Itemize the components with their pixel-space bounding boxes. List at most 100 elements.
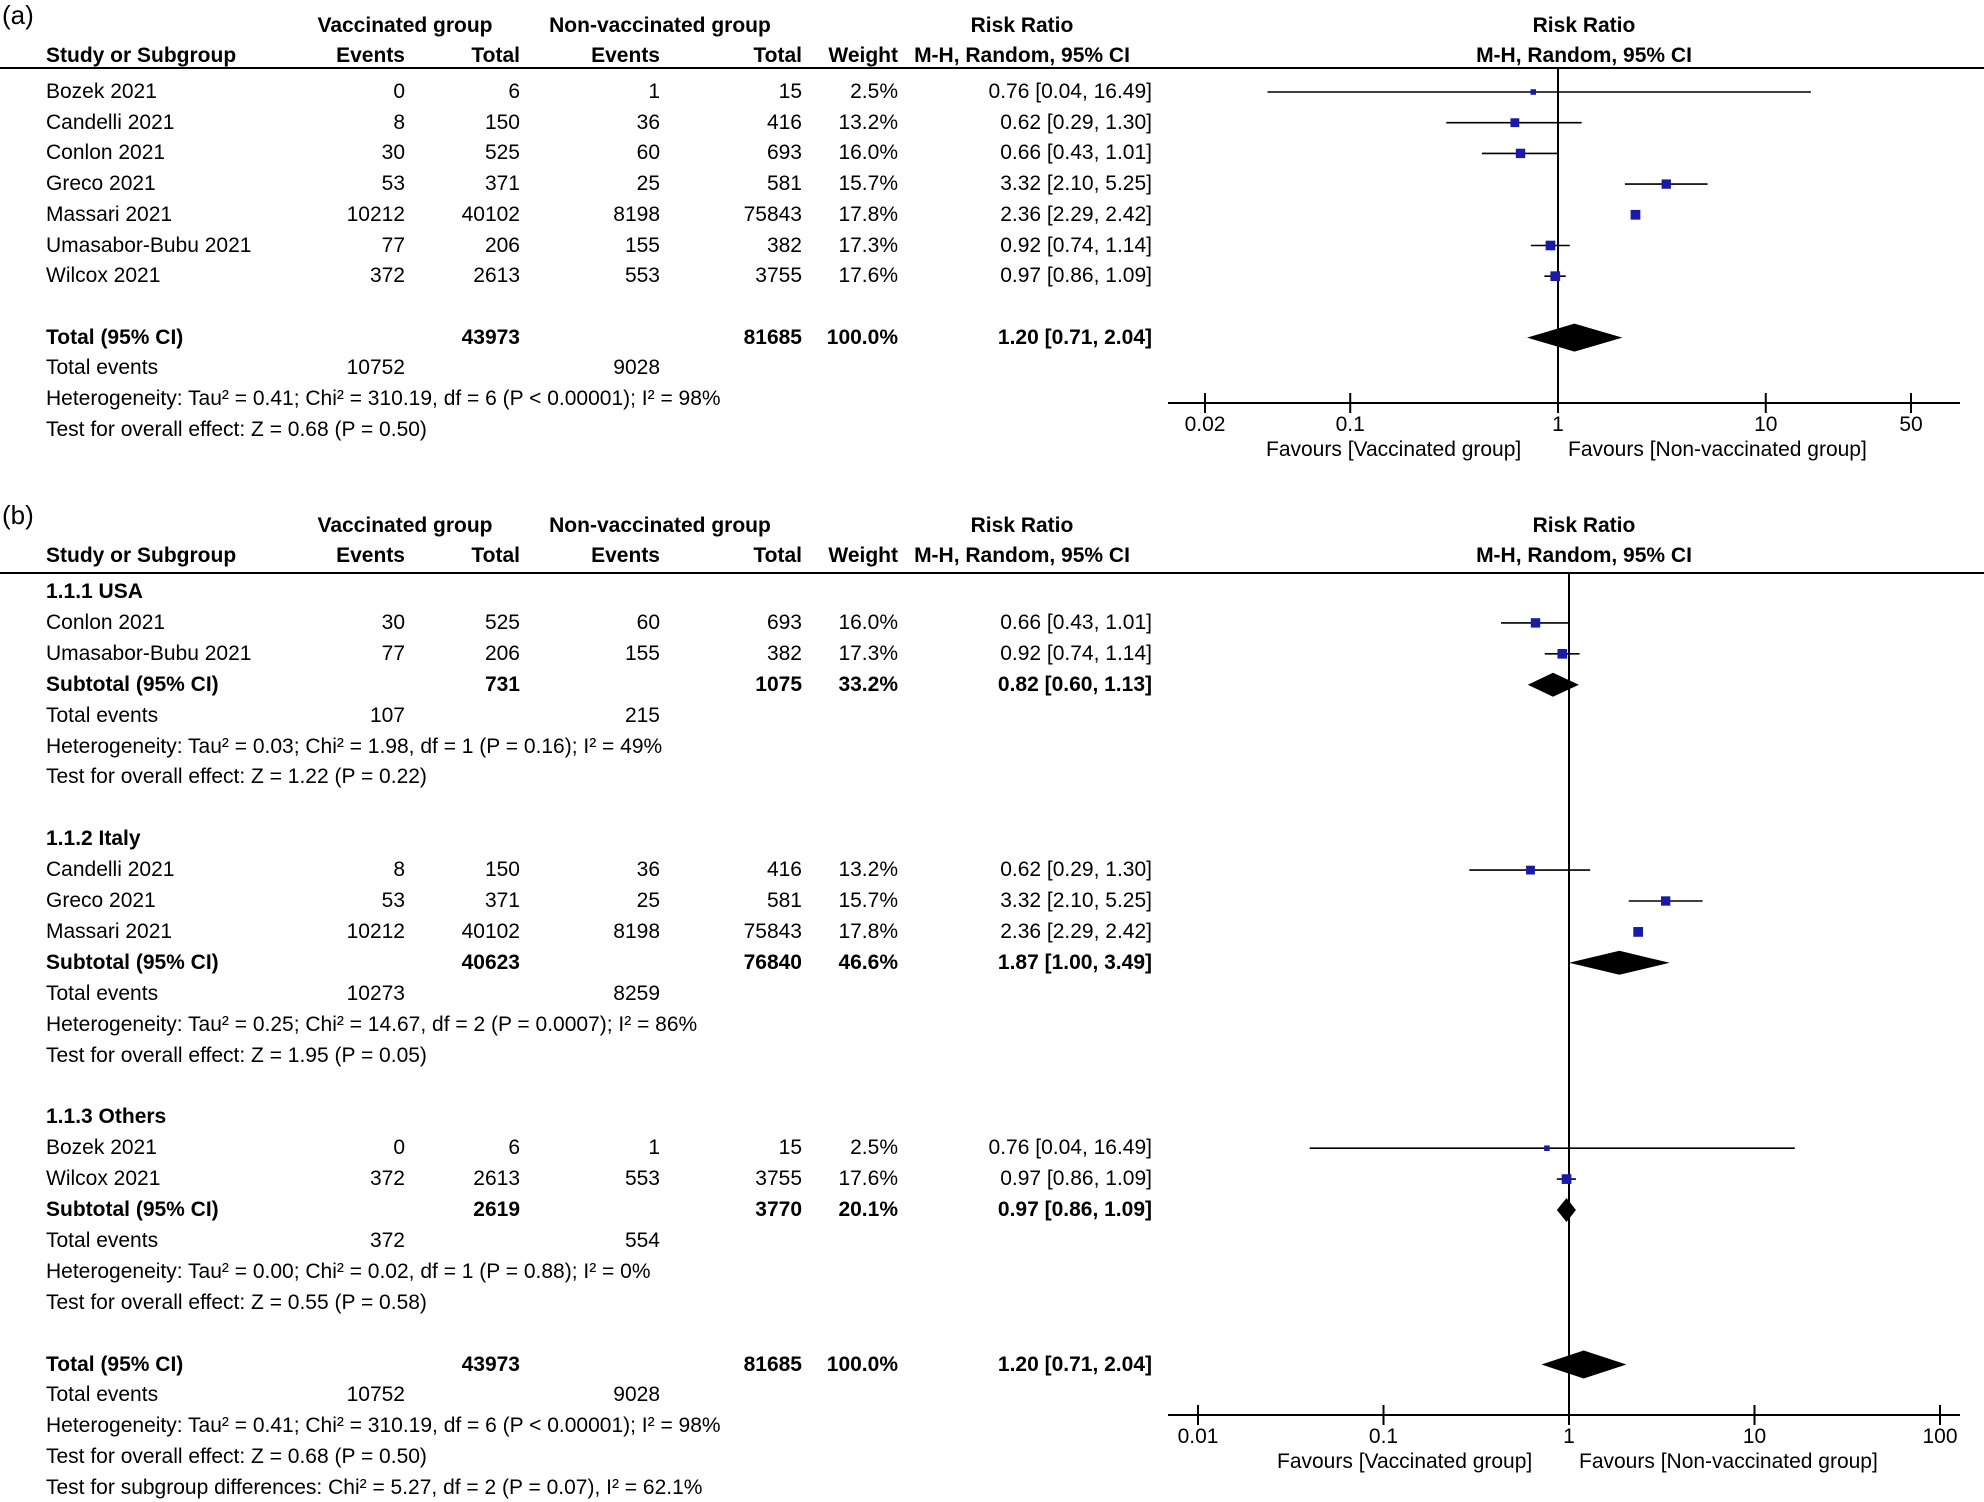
vaccinated-events: 372 [369, 1228, 405, 1252]
vaccinated-total: 525 [484, 141, 520, 165]
group1-header: Vaccinated group [317, 14, 493, 37]
study-name: Umasabor-Bubu 2021 [46, 641, 252, 665]
weight-column-header: Weight [828, 44, 898, 67]
risk-ratio-ci: 0.82 [0.60, 1.13] [997, 672, 1152, 696]
group2-header: Non-vaccinated group [549, 514, 771, 537]
x-tick-label: 0.1 [1368, 1425, 1399, 1448]
vaccinated-total: 43973 [461, 325, 520, 349]
vaccinated-total: 525 [484, 610, 520, 634]
vaccinated-events: 30 [381, 141, 405, 165]
vaccinated-total: 40102 [461, 202, 520, 226]
study-name: Bozek 2021 [46, 1136, 157, 1160]
rr-method-header: M-H, Random, 95% CI [914, 544, 1130, 567]
nonvaccinated-total: 75843 [743, 919, 802, 943]
vaccinated-events: 77 [381, 233, 405, 257]
weight-value: 100.0% [826, 325, 898, 349]
weight-value: 16.0% [838, 141, 898, 165]
nonvaccinated-total: 1075 [755, 672, 802, 696]
vaccinated-events: 77 [381, 641, 405, 665]
summary-label: Total (95% CI) [46, 325, 184, 349]
nonvaccinated-total: 15 [778, 80, 802, 103]
weight-value: 17.8% [838, 202, 898, 226]
vaccinated-total: 150 [484, 858, 520, 882]
vaccinated-events: 53 [381, 172, 405, 196]
study-column-header: Study or Subgroup [46, 44, 237, 67]
rr-plot-title-header: Risk Ratio [1532, 514, 1636, 537]
study-name: Massari 2021 [46, 919, 173, 943]
overall-diamond [1541, 1350, 1627, 1379]
events1-column-header: Events [336, 44, 405, 67]
subtotal-diamond [1556, 1198, 1576, 1222]
rr-title-header: Risk Ratio [970, 514, 1074, 537]
forest-plot-area [1168, 67, 1960, 413]
vaccinated-events: 0 [393, 80, 405, 103]
vaccinated-events: 107 [369, 703, 405, 727]
x-tick-label: 0.02 [1184, 413, 1226, 436]
nonvaccinated-events: 36 [636, 110, 660, 134]
study-name: Conlon 2021 [46, 141, 166, 165]
study-estimate-marker [1530, 89, 1537, 95]
risk-ratio-ci: 0.62 [0.29, 1.30] [1000, 110, 1152, 134]
weight-value: 16.0% [838, 610, 898, 634]
risk-ratio-ci: 0.92 [0.74, 1.14] [1000, 641, 1152, 665]
total1-column-header: Total [471, 44, 520, 67]
footnote-text: Test for overall effect: Z = 1.95 (P = 0… [46, 1043, 427, 1067]
vaccinated-total: 2613 [473, 264, 520, 288]
x-tick-label: 10 [1742, 1425, 1767, 1448]
header-rule [0, 572, 1984, 574]
study-name: Greco 2021 [46, 172, 156, 196]
events1-column-header: Events [336, 544, 405, 567]
study-name: Umasabor-Bubu 2021 [46, 233, 252, 257]
risk-ratio-ci: 3.32 [2.10, 5.25] [1000, 889, 1152, 912]
vaccinated-total: 206 [484, 233, 520, 257]
footnote-text: Test for overall effect: Z = 0.68 (P = 0… [46, 1445, 427, 1469]
risk-ratio-ci: 1.20 [0.71, 2.04] [997, 1352, 1152, 1376]
nonvaccinated-total: 3770 [755, 1198, 802, 1221]
risk-ratio-ci: 0.62 [0.29, 1.30] [1000, 858, 1152, 882]
study-name: Candelli 2021 [46, 110, 175, 134]
nonvaccinated-total: 416 [766, 858, 802, 882]
vaccinated-total: 6 [508, 1136, 520, 1160]
panel-label: (b) [2, 500, 34, 530]
study-estimate-marker [1661, 179, 1671, 189]
vaccinated-events: 53 [381, 889, 405, 912]
risk-ratio-ci: 0.66 [0.43, 1.01] [1000, 610, 1152, 634]
study-name: Candelli 2021 [46, 858, 175, 882]
vaccinated-events: 8 [393, 858, 405, 882]
nonvaccinated-events: 25 [636, 889, 660, 912]
x-tick-label: 50 [1899, 413, 1923, 436]
vaccinated-total: 6 [508, 80, 520, 103]
footnote-text: Heterogeneity: Tau² = 0.03; Chi² = 1.98,… [46, 734, 663, 758]
vaccinated-events: 372 [369, 264, 405, 288]
total1-column-header: Total [471, 544, 520, 567]
events2-column-header: Events [591, 44, 660, 67]
vaccinated-events: 10273 [346, 981, 405, 1005]
study-estimate-marker [1510, 118, 1520, 128]
weight-value: 46.6% [838, 950, 898, 974]
risk-ratio-ci: 0.97 [0.86, 1.09] [997, 1198, 1152, 1221]
study-estimate-marker [1530, 618, 1541, 628]
study-name: Conlon 2021 [46, 610, 166, 634]
nonvaccinated-total: 81685 [743, 1352, 802, 1376]
study-name: Bozek 2021 [46, 80, 157, 103]
study-name: Greco 2021 [46, 889, 156, 912]
rr-plot-title-header: Risk Ratio [1532, 14, 1636, 37]
nonvaccinated-events: 9028 [613, 356, 660, 380]
rr-title-header: Risk Ratio [970, 14, 1074, 37]
subgroup-heading: 1.1.2 Italy [46, 827, 141, 851]
total-events-label: Total events [46, 703, 159, 727]
forest-plot-panel-b: (b) Vaccinated group Non-vaccinated group R… [0, 500, 1984, 1502]
vaccinated-total: 371 [484, 172, 520, 196]
forest-plot-panel-a: (a) Vaccinated group Non-vaccinated group R… [0, 0, 1984, 480]
study-name: Wilcox 2021 [46, 264, 161, 288]
total-events-label: Total events [46, 1228, 159, 1252]
weight-value: 17.6% [838, 1167, 898, 1191]
study-estimate-marker [1633, 927, 1644, 937]
vaccinated-events: 10752 [346, 356, 405, 380]
vaccinated-events: 10212 [346, 202, 405, 226]
nonvaccinated-total: 76840 [743, 950, 802, 974]
events2-column-header: Events [591, 544, 660, 567]
nonvaccinated-events: 215 [624, 703, 660, 727]
footnote-text: Heterogeneity: Tau² = 0.41; Chi² = 310.1… [46, 1414, 721, 1438]
total-events-label: Total events [46, 1383, 159, 1407]
